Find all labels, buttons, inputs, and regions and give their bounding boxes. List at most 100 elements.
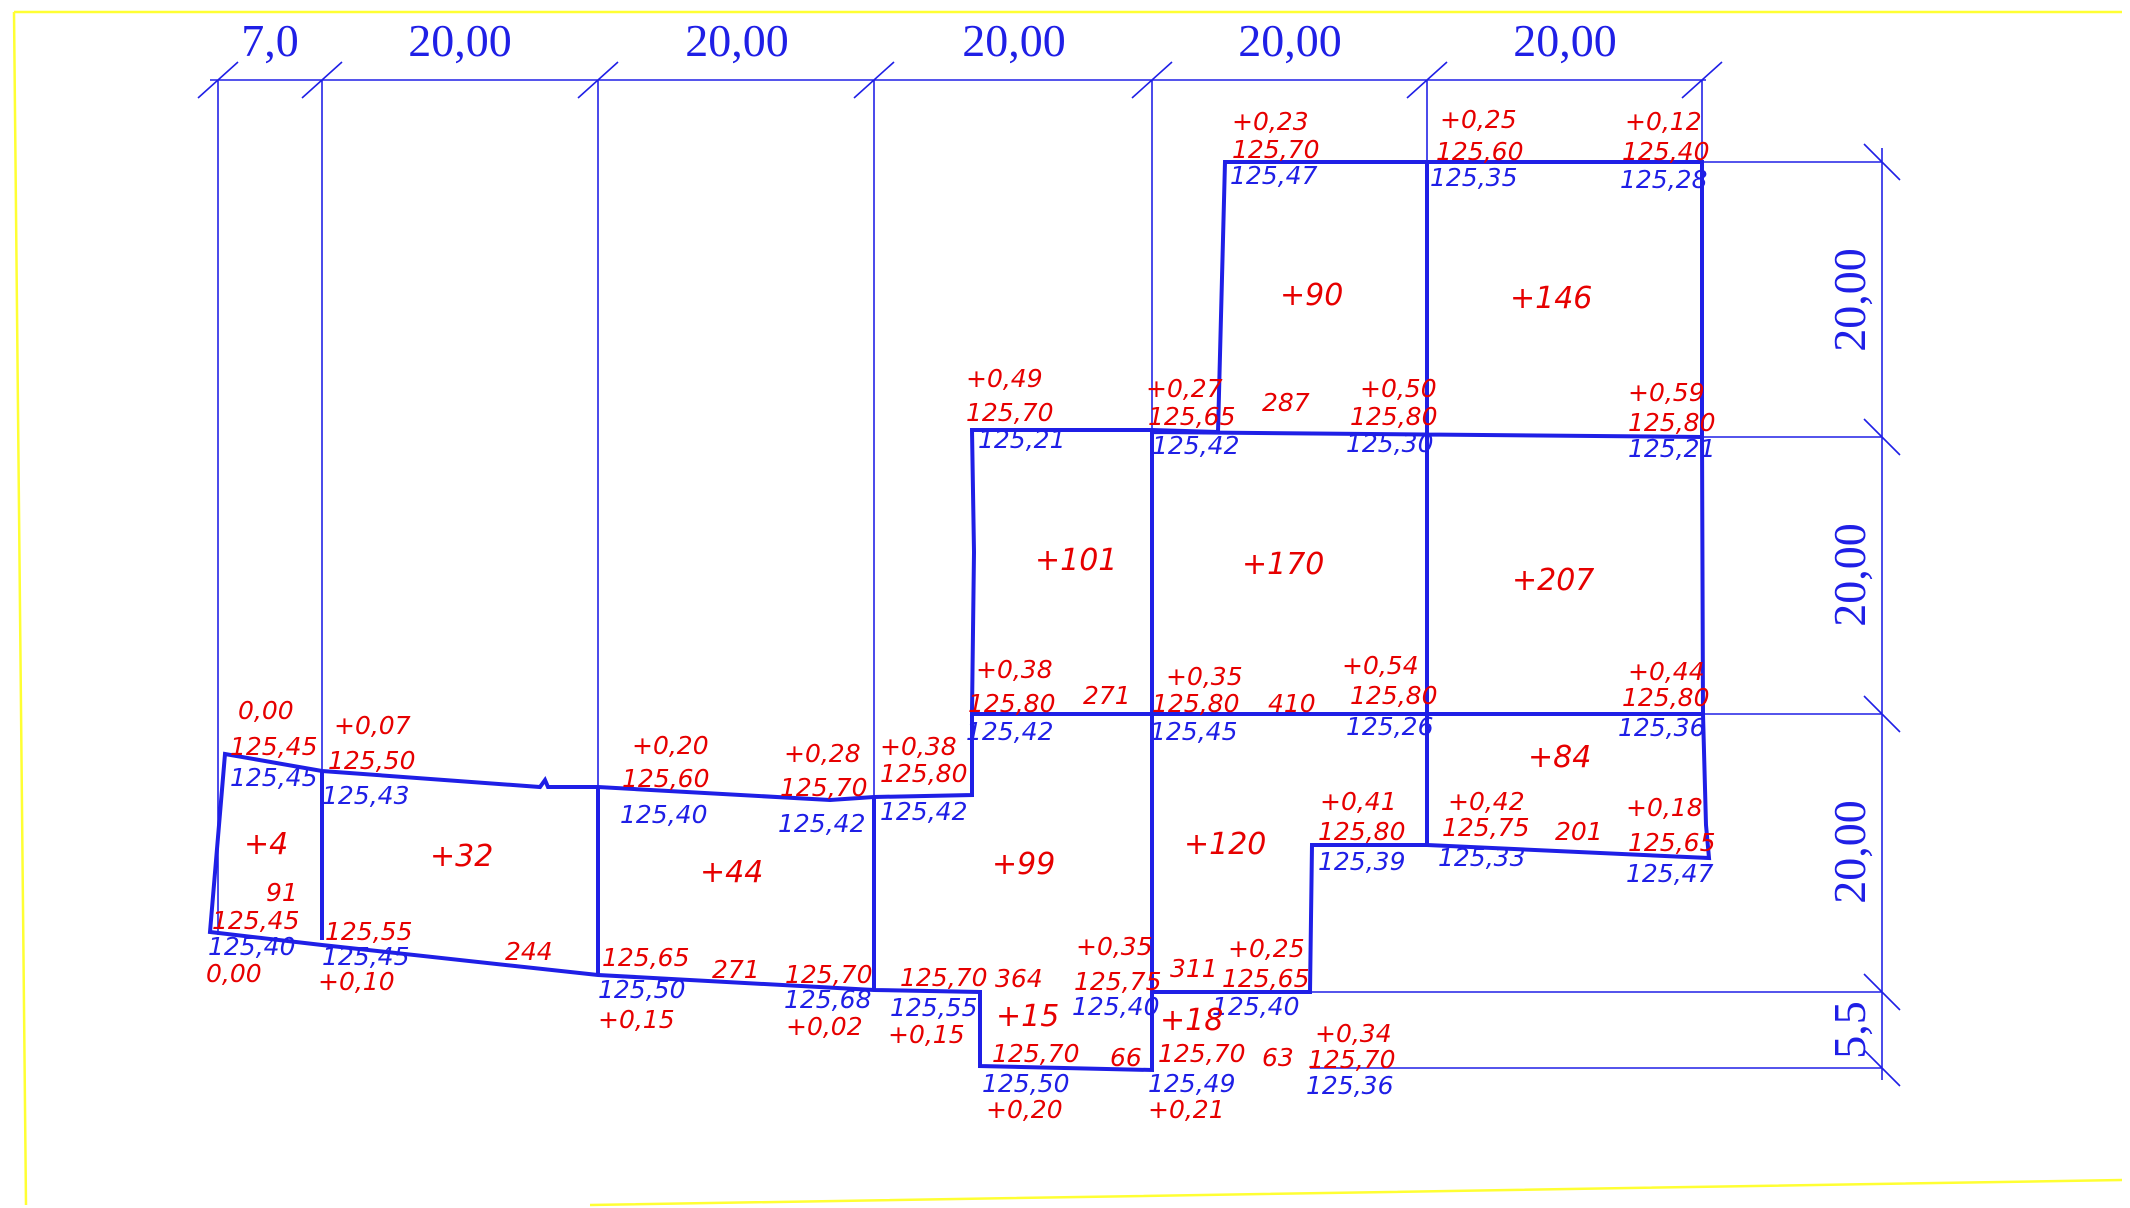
point-label: 125,40 [208, 932, 295, 961]
point-label: 271 [1083, 681, 1131, 710]
point-label: +0,44 [1628, 657, 1705, 686]
dim-right-2: 20,00 [1824, 523, 1875, 627]
cell-volume: +90 [1280, 278, 1343, 313]
point-label: +0,23 [1232, 107, 1309, 136]
point-label: 125,70 [900, 963, 987, 992]
point-label: 125,40 [620, 800, 707, 829]
point-label: 125,39 [1318, 847, 1405, 876]
point-label: 125,45 [230, 732, 317, 761]
point-label: 125,42 [966, 717, 1053, 746]
point-label: 125,36 [1618, 713, 1705, 742]
point-label: 125,42 [778, 809, 865, 838]
point-label: +0,15 [888, 1020, 965, 1049]
dim-right-1: 20,00 [1824, 248, 1875, 352]
point-label: +0,18 [1626, 793, 1703, 822]
point-label: 125,80 [1152, 689, 1239, 718]
point-label: 125,70 [1232, 135, 1319, 164]
point-label: 125,80 [968, 689, 1055, 718]
point-label: 125,70 [1308, 1045, 1395, 1074]
right-dimension-chain: 20,00 20,00 20,00 5,5 [1310, 143, 1901, 1087]
cell-volume: +146 [1510, 281, 1592, 316]
point-label: 125,30 [1346, 429, 1433, 458]
point-label: 63 [1262, 1043, 1294, 1072]
point-label: +0,21 [1148, 1095, 1225, 1124]
point-label: 125,47 [1230, 161, 1318, 190]
point-label: 125,80 [1350, 681, 1437, 710]
point-label: +0,35 [1166, 662, 1243, 691]
point-label: 125,65 [1628, 828, 1715, 857]
point-label: 125,60 [622, 764, 709, 793]
point-label: 201 [1555, 817, 1603, 846]
dim-top-1: 7,0 [241, 15, 299, 66]
point-label: 125,21 [978, 425, 1065, 454]
cell-volume: +120 [1184, 827, 1266, 862]
drawing-frame [12, 10, 2123, 1207]
point-label: 244 [505, 937, 553, 966]
point-label: 125,47 [1626, 859, 1714, 888]
point-label: 66 [1110, 1043, 1142, 1072]
point-label: 125,68 [784, 985, 871, 1014]
point-label: +0,25 [1228, 934, 1305, 963]
point-label: 125,75 [1442, 813, 1529, 842]
point-label: 125,40 [1622, 137, 1709, 166]
point-label: +0,12 [1625, 107, 1702, 136]
site-outline [207, 160, 1712, 1073]
point-label: +0,50 [1360, 374, 1437, 403]
dim-top-5: 20,00 [1238, 15, 1342, 66]
cell-volume: +32 [430, 839, 493, 874]
point-label: +0,42 [1448, 787, 1525, 816]
point-label: +0,20 [986, 1095, 1063, 1124]
cell-volume: +18 [1160, 1003, 1223, 1038]
point-label: 125,35 [1430, 163, 1517, 192]
cell-volumes: +4 +32 +44 +99 +120 +101 +170 +207 +90 +… [244, 278, 1594, 1038]
point-label: 0,00 [206, 959, 262, 988]
point-label: +0,25 [1440, 105, 1517, 134]
point-label: 125,70 [966, 398, 1053, 427]
point-label: +0,54 [1342, 651, 1419, 680]
point-label: +0,10 [318, 967, 395, 996]
point-label: 125,45 [230, 763, 317, 792]
point-label: 125,80 [1622, 683, 1709, 712]
point-label: 125,26 [1346, 712, 1433, 741]
point-label: 125,42 [1152, 431, 1239, 460]
point-label: +0,35 [1076, 932, 1153, 961]
point-label: 125,65 [1148, 402, 1235, 431]
point-label: 311 [1170, 954, 1218, 983]
cell-volume: +15 [996, 999, 1059, 1034]
point-label: 125,28 [1620, 165, 1707, 194]
cell-volume: +4 [244, 827, 288, 862]
cell-volume: +99 [992, 847, 1055, 882]
point-label: 125,70 [1158, 1039, 1245, 1068]
point-label: +0,59 [1628, 378, 1705, 407]
point-label: 0,00 [238, 696, 294, 725]
point-label: 91 [266, 878, 298, 907]
point-label: +0,49 [966, 364, 1043, 393]
point-label: 271 [712, 955, 760, 984]
dim-top-4: 20,00 [962, 15, 1066, 66]
point-label: 125,55 [325, 917, 412, 946]
dim-top-3: 20,00 [685, 15, 789, 66]
point-label: +0,15 [598, 1005, 675, 1034]
top-dimension-chain: 7,0 20,00 20,00 20,00 20,00 20,00 [197, 15, 1723, 990]
dim-top-6: 20,00 [1513, 15, 1617, 66]
point-label: 125,50 [982, 1069, 1069, 1098]
dim-right-3: 20,00 [1824, 800, 1875, 904]
point-label: 125,45 [322, 942, 409, 971]
point-label: 125,49 [1148, 1069, 1235, 1098]
point-label: +0,02 [786, 1012, 863, 1041]
point-label: 125,70 [780, 773, 867, 802]
point-label: +0,07 [334, 711, 411, 740]
point-label: 125,45 [212, 906, 299, 935]
point-label: 364 [995, 964, 1043, 993]
point-label: 287 [1262, 388, 1310, 417]
cell-volume: +170 [1242, 547, 1324, 582]
cell-volume: +101 [1035, 543, 1117, 578]
point-label: 125,50 [328, 746, 415, 775]
point-label: 125,80 [1350, 402, 1437, 431]
point-label: 125,40 [1072, 992, 1159, 1021]
point-label: 125,80 [1628, 408, 1715, 437]
point-label: 125,65 [602, 943, 689, 972]
point-label: +0,34 [1315, 1019, 1392, 1048]
point-label: +0,20 [632, 731, 709, 760]
point-labels: 0,00 125,45 125,45 +0,07 125,50 125,43 +… [206, 105, 1715, 1124]
